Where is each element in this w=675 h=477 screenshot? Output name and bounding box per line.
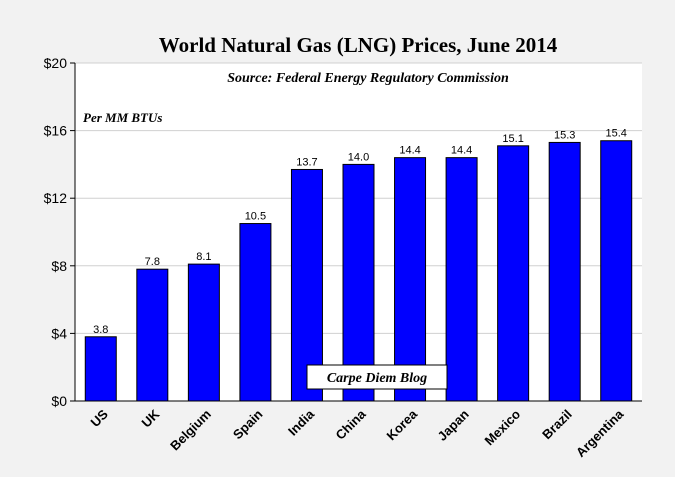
source-note: Source: Federal Energy Regulatory Commis…: [227, 71, 509, 86]
y-tick-label: $0: [51, 393, 67, 409]
y-tick-label: $4: [51, 325, 67, 341]
data-labels: 3.8 7.8 8.1 10.5 13.7 14.0 14.4 14.4 15.1 15.3 15.…: [93, 128, 627, 336]
data-label: 10.5: [245, 211, 266, 223]
bar-spain: [239, 223, 272, 402]
data-label: 13.7: [296, 156, 317, 168]
data-label: 15.3: [554, 129, 575, 141]
data-label: 14.4: [399, 145, 420, 157]
bar-korea: [394, 157, 427, 402]
bar-china: [342, 163, 375, 402]
y-tick-label: $12: [44, 190, 68, 206]
x-tick-label: Brazil: [539, 407, 575, 443]
bar-india: [290, 168, 323, 402]
x-tick-label: China: [332, 406, 369, 443]
x-tick-label: Korea: [383, 406, 420, 443]
x-tick-label: US: [88, 406, 112, 430]
x-tick-label: Belgium: [167, 407, 214, 454]
bar-brazil: [548, 141, 581, 402]
data-label: 14.4: [451, 145, 472, 157]
bar-argentina: [600, 140, 633, 402]
watermark: Carpe Diem Blog: [306, 364, 448, 390]
y-tick-label: $8: [51, 258, 67, 274]
data-label: 8.1: [196, 251, 211, 263]
data-label: 15.4: [606, 128, 627, 140]
watermark-text: Carpe Diem Blog: [327, 371, 427, 386]
bar-mexico: [497, 145, 530, 402]
y-tick-label: $20: [44, 55, 68, 71]
bar-japan: [445, 157, 478, 402]
watermark-box: [306, 364, 448, 390]
x-tick-label: Spain: [230, 406, 266, 442]
bars: [84, 140, 633, 402]
x-tick-label: Japan: [435, 406, 472, 443]
data-label: 3.8: [93, 324, 108, 336]
unit-label: Per MM BTUs: [83, 110, 162, 125]
x-tick-label: Mexico: [481, 406, 523, 448]
chart-title: World Natural Gas (LNG) Prices, June 201…: [159, 33, 558, 57]
data-label: 14.0: [348, 151, 369, 163]
data-label: 7.8: [145, 256, 160, 268]
x-axis-ticks: US UK Belgium Spain India China Korea Japan Mexi…: [88, 406, 627, 460]
x-tick-label: UK: [139, 406, 163, 430]
bar-uk: [136, 268, 169, 402]
bar-us: [84, 336, 117, 402]
y-tick-label: $16: [44, 123, 68, 139]
x-tick-label: Argentina: [573, 406, 627, 460]
data-label: 15.1: [502, 133, 523, 145]
x-tick-label: India: [285, 406, 318, 439]
bar-belgium: [187, 263, 220, 402]
y-axis-ticks: $0 $4 $8 $12 $16 $20: [44, 55, 75, 409]
